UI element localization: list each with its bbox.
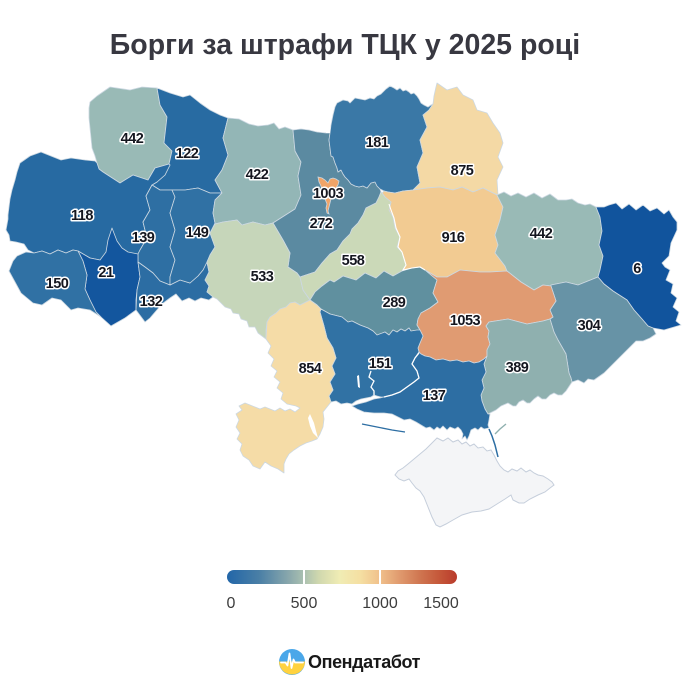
- svg-text:149: 149: [186, 225, 209, 241]
- svg-text:442: 442: [121, 131, 144, 147]
- svg-text:6: 6: [633, 261, 641, 277]
- svg-text:Борги за штрафи ТЦК у 2025 роц: Борги за штрафи ТЦК у 2025 році: [110, 29, 580, 61]
- svg-text:916: 916: [442, 230, 465, 246]
- svg-text:118: 118: [71, 208, 93, 224]
- svg-text:139: 139: [132, 230, 155, 246]
- svg-text:1000: 1000: [362, 595, 398, 612]
- svg-text:21: 21: [98, 265, 114, 281]
- svg-text:389: 389: [506, 360, 529, 376]
- svg-text:122: 122: [176, 146, 199, 162]
- svg-text:150: 150: [46, 276, 69, 292]
- svg-text:289: 289: [383, 295, 406, 311]
- svg-text:0: 0: [227, 595, 236, 612]
- svg-text:558: 558: [342, 253, 365, 269]
- svg-text:181: 181: [366, 135, 389, 151]
- svg-text:151: 151: [369, 356, 392, 372]
- svg-text:132: 132: [140, 294, 163, 310]
- svg-text:533: 533: [251, 269, 274, 285]
- svg-text:137: 137: [423, 388, 446, 404]
- svg-text:1500: 1500: [423, 595, 459, 612]
- svg-text:1053: 1053: [450, 313, 481, 329]
- svg-text:500: 500: [291, 595, 318, 612]
- svg-text:442: 442: [530, 226, 553, 242]
- svg-text:Опендатабот: Опендатабот: [308, 652, 421, 672]
- svg-text:304: 304: [578, 318, 601, 334]
- svg-text:272: 272: [310, 216, 333, 232]
- svg-text:875: 875: [451, 163, 474, 179]
- svg-text:1003: 1003: [313, 186, 344, 202]
- svg-text:422: 422: [246, 167, 269, 183]
- svg-text:854: 854: [299, 361, 322, 377]
